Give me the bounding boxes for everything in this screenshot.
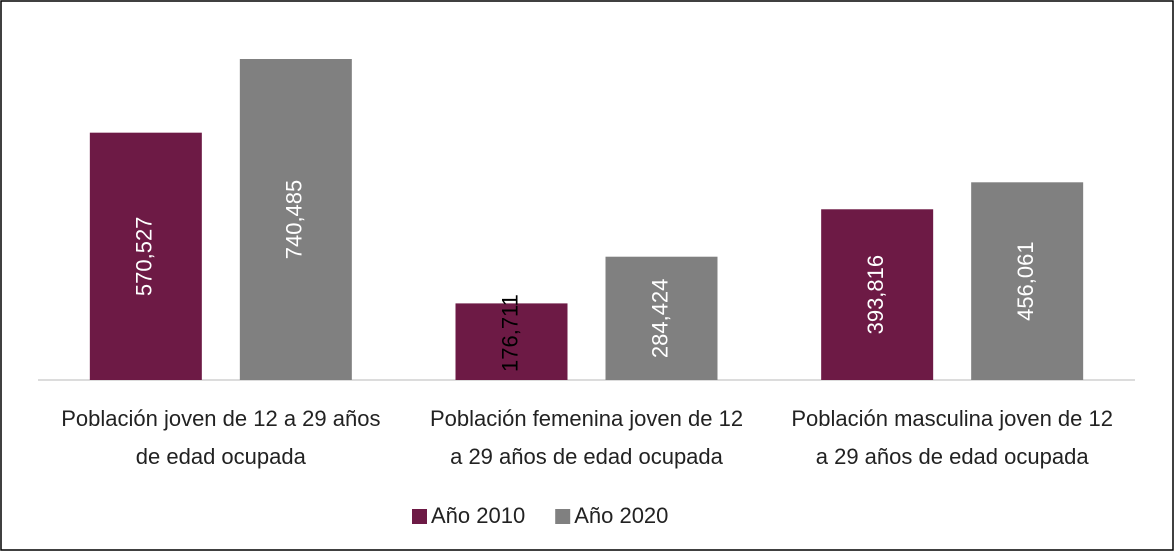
legend-label: Año 2020 — [574, 503, 668, 528]
data-label: 284,424 — [647, 279, 672, 359]
data-label: 570,527 — [132, 217, 157, 297]
legend-swatch — [555, 509, 571, 524]
bar — [239, 59, 352, 380]
x-tick-label: Población joven de 12 a 29 años de edad … — [61, 406, 381, 469]
bar — [971, 182, 1084, 380]
data-label: 176,711 — [497, 294, 522, 372]
data-label: 393,816 — [863, 255, 888, 335]
x-tick-label: Población masculina joven de 12 a 29 año… — [791, 406, 1113, 469]
legend-label: Año 2010 — [431, 503, 525, 528]
data-label: 740,485 — [282, 180, 307, 260]
bar — [455, 303, 568, 380]
data-label: 456,061 — [1013, 241, 1038, 321]
bar — [89, 132, 202, 380]
bar — [821, 209, 934, 380]
bar — [605, 256, 718, 380]
legend-swatch — [412, 509, 427, 524]
x-tick-label: Población femenina joven de 12 a 29 años… — [429, 406, 744, 469]
